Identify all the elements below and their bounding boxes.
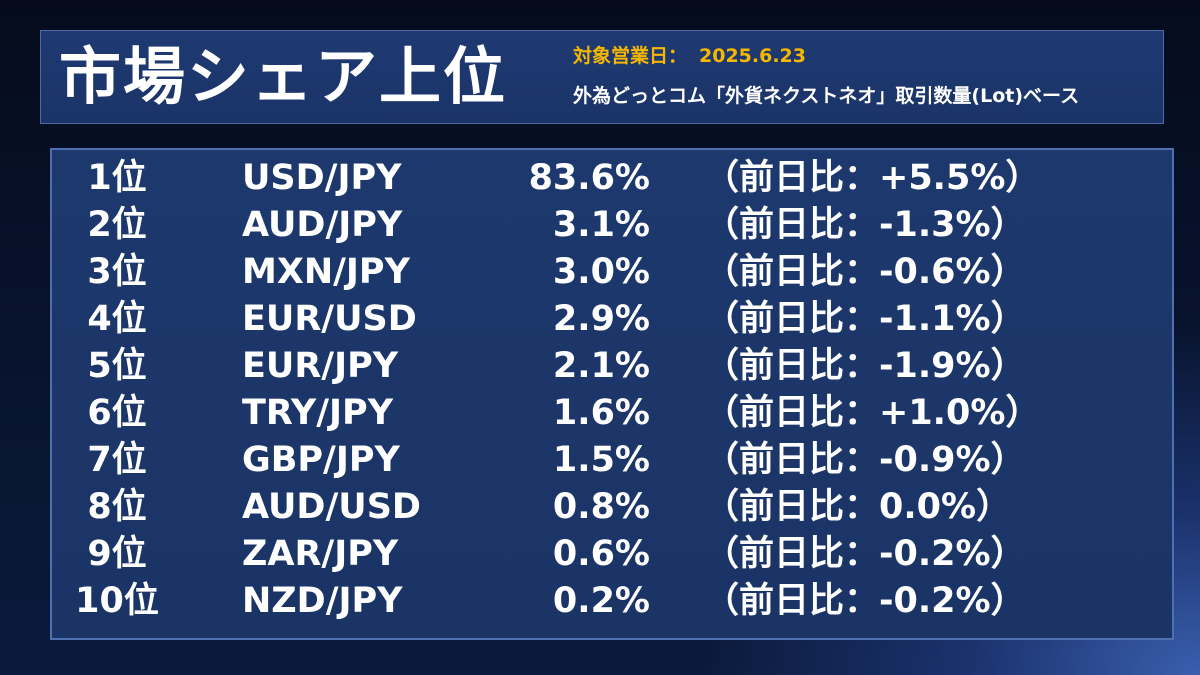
rank-label: 10位 bbox=[75, 581, 159, 621]
rank-label: 1位 bbox=[87, 158, 147, 198]
market-share: 0.6% bbox=[552, 534, 650, 574]
ranking-row: 4位 EUR/USD 2.9% （前日比：-1.1%） bbox=[52, 295, 1172, 343]
currency-pair: MXN/JPY bbox=[242, 252, 410, 292]
ranking-row: 5位 EUR/JPY 2.1% （前日比：-1.9%） bbox=[52, 342, 1172, 390]
currency-pair: EUR/USD bbox=[242, 299, 417, 339]
rank-label: 6位 bbox=[87, 393, 147, 433]
currency-pair: AUD/USD bbox=[242, 487, 421, 527]
day-over-day-change: （前日比：+1.0%） bbox=[704, 393, 1041, 433]
rank-label: 2位 bbox=[87, 205, 147, 245]
day-over-day-change: （前日比：-1.9%） bbox=[704, 346, 1026, 386]
currency-pair: AUD/JPY bbox=[242, 205, 403, 245]
day-over-day-change: （前日比：-0.9%） bbox=[704, 440, 1026, 480]
market-share: 0.8% bbox=[552, 487, 650, 527]
currency-pair: ZAR/JPY bbox=[242, 534, 399, 574]
ranking-row: 10位 NZD/JPY 0.2% （前日比：-0.2%） bbox=[52, 577, 1172, 625]
day-over-day-change: （前日比：-0.2%） bbox=[704, 581, 1026, 621]
market-share: 83.6% bbox=[528, 158, 650, 198]
rank-label: 8位 bbox=[87, 487, 147, 527]
market-share: 3.1% bbox=[552, 205, 650, 245]
date-value: 2025.6.23 bbox=[699, 45, 806, 67]
day-over-day-change: （前日比：-0.6%） bbox=[704, 252, 1026, 292]
currency-pair: USD/JPY bbox=[242, 158, 402, 198]
rank-label: 3位 bbox=[87, 252, 147, 292]
day-over-day-change: （前日比：+5.5%） bbox=[704, 158, 1041, 198]
header-panel: 市場シェア上位 対象営業日： 2025.6.23 外為どっとコム「外貨ネクストネオ… bbox=[40, 30, 1164, 124]
currency-pair: EUR/JPY bbox=[242, 346, 399, 386]
day-over-day-change: （前日比：-1.1%） bbox=[704, 299, 1026, 339]
rank-label: 5位 bbox=[87, 346, 147, 386]
rank-label: 7位 bbox=[87, 440, 147, 480]
market-share: 1.6% bbox=[552, 393, 650, 433]
ranking-table: 1位 USD/JPY 83.6% （前日比：+5.5%） 2位 AUD/JPY … bbox=[50, 148, 1174, 640]
ranking-row: 7位 GBP/JPY 1.5% （前日比：-0.9%） bbox=[52, 436, 1172, 484]
ranking-row: 8位 AUD/USD 0.8% （前日比：0.0%） bbox=[52, 483, 1172, 531]
business-date: 対象営業日： 2025.6.23 bbox=[573, 41, 806, 68]
currency-pair: GBP/JPY bbox=[242, 440, 400, 480]
rank-label: 9位 bbox=[87, 534, 147, 574]
day-over-day-change: （前日比：0.0%） bbox=[704, 487, 1012, 527]
ranking-row: 6位 TRY/JPY 1.6% （前日比：+1.0%） bbox=[52, 389, 1172, 437]
market-share: 1.5% bbox=[552, 440, 650, 480]
ranking-row: 3位 MXN/JPY 3.0% （前日比：-0.6%） bbox=[52, 248, 1172, 296]
market-share: 0.2% bbox=[552, 581, 650, 621]
day-over-day-change: （前日比：-0.2%） bbox=[704, 534, 1026, 574]
currency-pair: NZD/JPY bbox=[242, 581, 403, 621]
currency-pair: TRY/JPY bbox=[242, 393, 394, 433]
day-over-day-change: （前日比：-1.3%） bbox=[704, 205, 1026, 245]
rank-label: 4位 bbox=[87, 299, 147, 339]
ranking-row: 1位 USD/JPY 83.6% （前日比：+5.5%） bbox=[52, 154, 1172, 202]
subtitle: 外為どっとコム「外貨ネクストネオ」取引数量(Lot)ベース bbox=[573, 85, 1080, 107]
market-share: 2.1% bbox=[552, 346, 650, 386]
market-share: 3.0% bbox=[552, 252, 650, 292]
ranking-row: 9位 ZAR/JPY 0.6% （前日比：-0.2%） bbox=[52, 530, 1172, 578]
date-label: 対象営業日： bbox=[573, 45, 688, 67]
market-share: 2.9% bbox=[552, 299, 650, 339]
page-title: 市場シェア上位 bbox=[59, 40, 508, 113]
ranking-row: 2位 AUD/JPY 3.1% （前日比：-1.3%） bbox=[52, 201, 1172, 249]
